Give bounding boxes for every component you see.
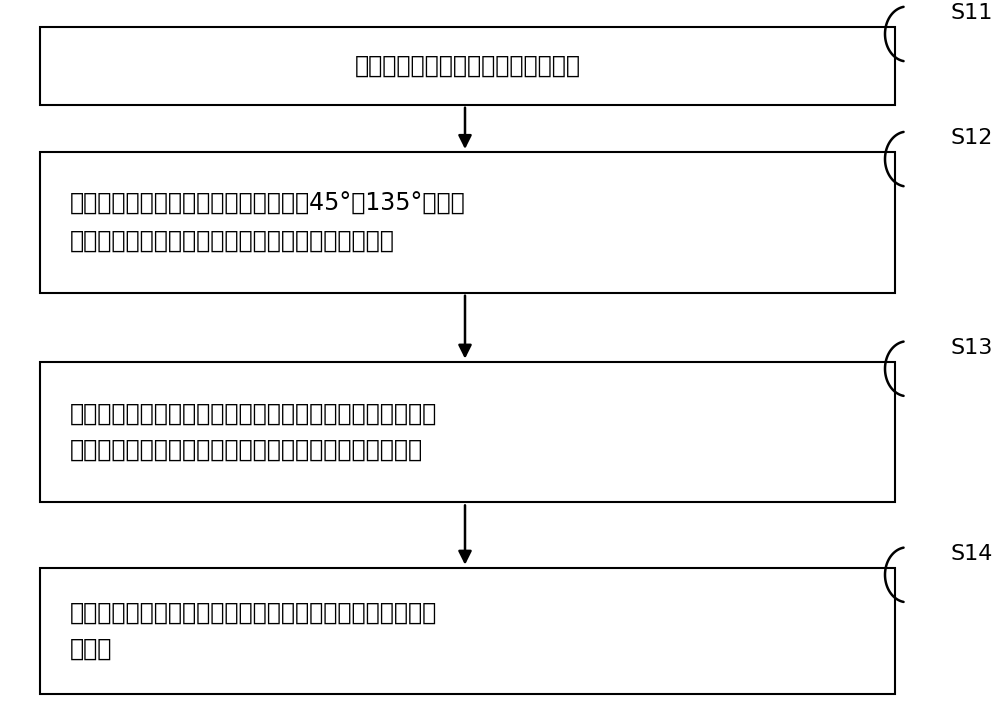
Text: S13: S13 (950, 338, 992, 358)
FancyBboxPatch shape (40, 362, 895, 502)
Text: 当接收到在敲击点的敲击动作时，获取来自每一信号采集装
置的测点信号及得到包含各个测点信号的双速度测试曲线: 当接收到在敲击点的敲击动作时，获取来自每一信号采集装 置的测点信号及得到包含各个… (70, 402, 437, 462)
Text: S11: S11 (950, 3, 992, 23)
FancyBboxPatch shape (40, 27, 895, 105)
Text: 在建筑物空心桩桩顶表面，与敲击点成45°和135°位置安
设两个信号采集装置作为对建筑物空心桩桩体的测点: 在建筑物空心桩桩顶表面，与敲击点成45°和135°位置安 设两个信号采集装置作为… (70, 192, 466, 252)
Text: S14: S14 (950, 544, 992, 564)
FancyBboxPatch shape (40, 152, 895, 293)
Text: 对双速度曲线进行平均处理得到对该建筑物实心桩桩体的检
测结果: 对双速度曲线进行平均处理得到对该建筑物实心桩桩体的检 测结果 (70, 601, 437, 661)
FancyBboxPatch shape (40, 568, 895, 694)
Text: 在建筑物空心桩桩顶表面确定敲击点: 在建筑物空心桩桩顶表面确定敲击点 (354, 54, 580, 78)
Text: S12: S12 (950, 128, 992, 148)
